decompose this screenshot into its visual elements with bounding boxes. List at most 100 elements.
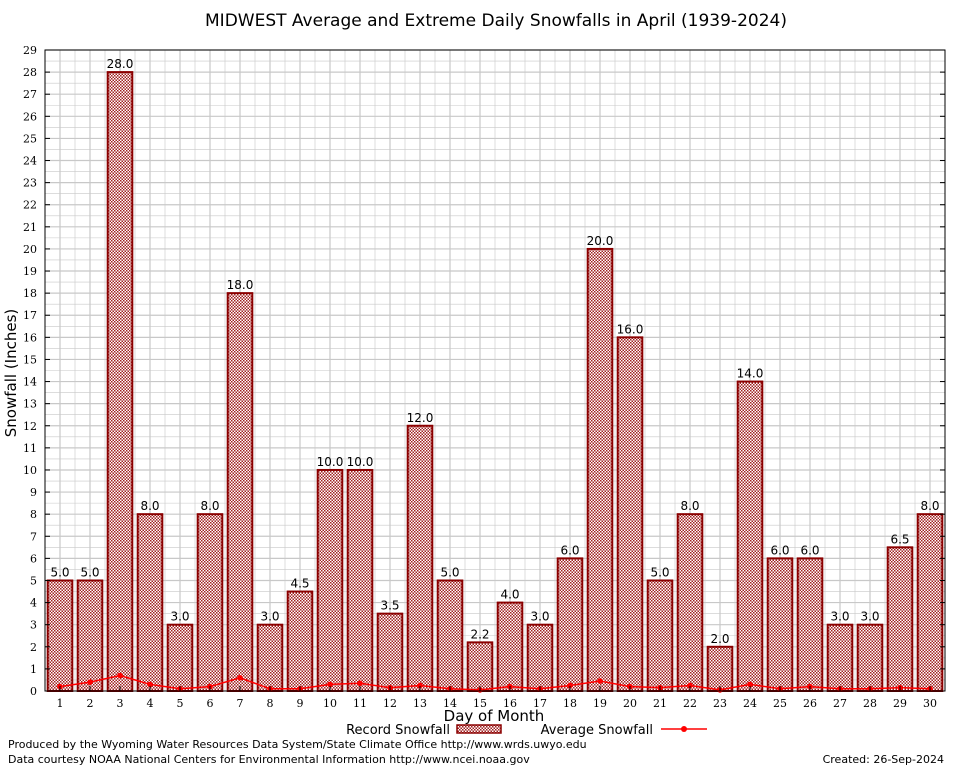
- x-tick-label: 11: [353, 697, 367, 710]
- y-tick-label: 8: [30, 508, 37, 521]
- x-tick-label: 30: [923, 697, 937, 710]
- y-tick-label: 25: [23, 132, 37, 145]
- y-tick-label: 28: [23, 66, 37, 79]
- bar-day-20: [616, 336, 644, 692]
- bar-day-29: [886, 546, 914, 692]
- x-tick-label: 19: [593, 697, 607, 710]
- bar-day-6: [196, 513, 224, 693]
- bar-day-7: [226, 292, 254, 692]
- credit-line-2: Data courtesy NOAA National Centers for …: [8, 753, 530, 766]
- x-tick-label: 25: [773, 697, 787, 710]
- average-point-day-22: [687, 682, 693, 689]
- bar-day-17: [526, 623, 554, 692]
- bar-day-3: [106, 71, 134, 692]
- bars: [46, 71, 944, 693]
- x-tick-label: 5: [177, 697, 184, 710]
- x-tick-label: 3: [117, 697, 124, 710]
- y-tick-label: 15: [23, 353, 37, 366]
- y-tick-label: 2: [30, 641, 37, 654]
- bar-day-1: [46, 579, 74, 693]
- average-point-day-10: [327, 681, 333, 688]
- bar-day-15: [466, 641, 494, 693]
- y-tick-label: 18: [23, 287, 37, 300]
- y-tick-label: 17: [23, 309, 37, 322]
- y-tick-label: 9: [30, 486, 37, 499]
- bar-day-2: [76, 579, 104, 693]
- average-point-day-19: [597, 678, 603, 684]
- y-tick-label: 1: [30, 663, 37, 676]
- value-label-day-17: 3.0: [530, 610, 549, 624]
- value-label-day-7: 18.0: [227, 278, 254, 292]
- x-tick-label: 10: [323, 697, 337, 710]
- y-tick-label: 24: [23, 155, 37, 168]
- y-tick-label: 16: [23, 331, 37, 344]
- x-tick-label: 15: [473, 697, 487, 710]
- legend-swatch-record: [456, 724, 502, 734]
- y-tick-label: 27: [23, 88, 37, 101]
- value-label-day-18: 6.0: [560, 543, 579, 557]
- x-tick-label: 13: [413, 697, 427, 710]
- y-tick-label: 19: [23, 265, 37, 278]
- x-tick-label: 24: [743, 697, 757, 710]
- bar-day-19: [586, 247, 614, 692]
- x-tick-label: 28: [863, 697, 877, 710]
- x-tick-label: 27: [833, 697, 847, 710]
- average-point-day-11: [357, 680, 363, 687]
- value-label-day-12: 3.5: [380, 599, 399, 613]
- bar-day-26: [796, 557, 824, 693]
- y-tick-label: 13: [23, 398, 37, 411]
- value-label-day-3: 28.0: [107, 57, 134, 71]
- created-date: Created: 26-Sep-2024: [823, 753, 944, 766]
- y-tick-label: 3: [30, 619, 37, 632]
- y-tick-label: 22: [23, 199, 37, 212]
- y-tick-label: 11: [23, 442, 37, 455]
- value-label-day-24: 14.0: [737, 367, 764, 381]
- value-label-day-2: 5.0: [80, 565, 99, 579]
- y-tick-label: 10: [23, 464, 37, 477]
- bar-day-8: [256, 623, 284, 692]
- y-tick-label: 12: [23, 420, 37, 433]
- value-label-day-21: 5.0: [650, 565, 669, 579]
- value-label-day-25: 6.0: [770, 543, 789, 557]
- x-tick-label: 4: [147, 697, 154, 710]
- x-tick-label: 6: [207, 697, 214, 710]
- y-tick-label: 0: [30, 685, 37, 698]
- x-tick-label: 1: [57, 697, 64, 710]
- value-label-day-20: 16.0: [617, 322, 644, 336]
- bar-day-9: [286, 590, 314, 692]
- value-label-day-28: 3.0: [860, 610, 879, 624]
- bar-day-30: [916, 513, 944, 693]
- bar-day-23: [706, 645, 734, 692]
- legend-marker-average: [681, 726, 687, 732]
- bar-day-12: [376, 612, 404, 693]
- bar-day-5: [166, 623, 194, 692]
- average-point-day-2: [87, 679, 93, 685]
- bar-day-10: [316, 468, 344, 692]
- value-label-day-14: 5.0: [440, 565, 459, 579]
- value-label-day-19: 20.0: [587, 234, 614, 248]
- value-label-day-15: 2.2: [470, 627, 489, 641]
- x-tick-label: 9: [297, 697, 304, 710]
- credit-line-1: Produced by the Wyoming Water Resources …: [8, 738, 587, 751]
- y-tick-label: 23: [23, 177, 37, 190]
- bar-day-14: [436, 579, 464, 693]
- value-label-day-26: 6.0: [800, 543, 819, 557]
- average-point-day-3: [117, 672, 123, 679]
- average-point-day-24: [747, 681, 753, 688]
- y-tick-label: 20: [23, 243, 37, 256]
- y-axis-ticks: 0123456789101112131415161718192021222324…: [23, 44, 945, 698]
- x-tick-label: 14: [443, 697, 457, 710]
- bar-day-13: [406, 424, 434, 692]
- value-label-day-29: 6.5: [890, 532, 909, 546]
- x-axis-ticks: 1 2 3 4 5 6 7 8 9 10 11 12 13 14 15 16 17 18 19 20 21 22 23 24 2…: [57, 686, 937, 710]
- value-label-day-1: 5.0: [50, 565, 69, 579]
- average-point-day-7: [237, 674, 243, 681]
- x-tick-label: 26: [803, 697, 817, 710]
- x-axis-label: Day of Month: [444, 707, 545, 725]
- bar-day-22: [676, 513, 704, 693]
- value-label-day-27: 3.0: [830, 610, 849, 624]
- average-point-day-4: [147, 681, 153, 688]
- average-series-line: [59, 674, 931, 691]
- value-label-day-23: 2.0: [710, 632, 729, 646]
